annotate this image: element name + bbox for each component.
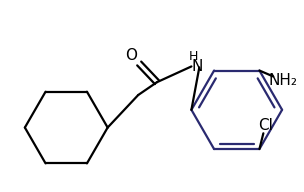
Text: Cl: Cl xyxy=(258,118,273,133)
Text: N: N xyxy=(192,59,203,74)
Text: NH₂: NH₂ xyxy=(268,73,298,88)
Text: H: H xyxy=(189,50,198,63)
Text: O: O xyxy=(125,48,137,63)
